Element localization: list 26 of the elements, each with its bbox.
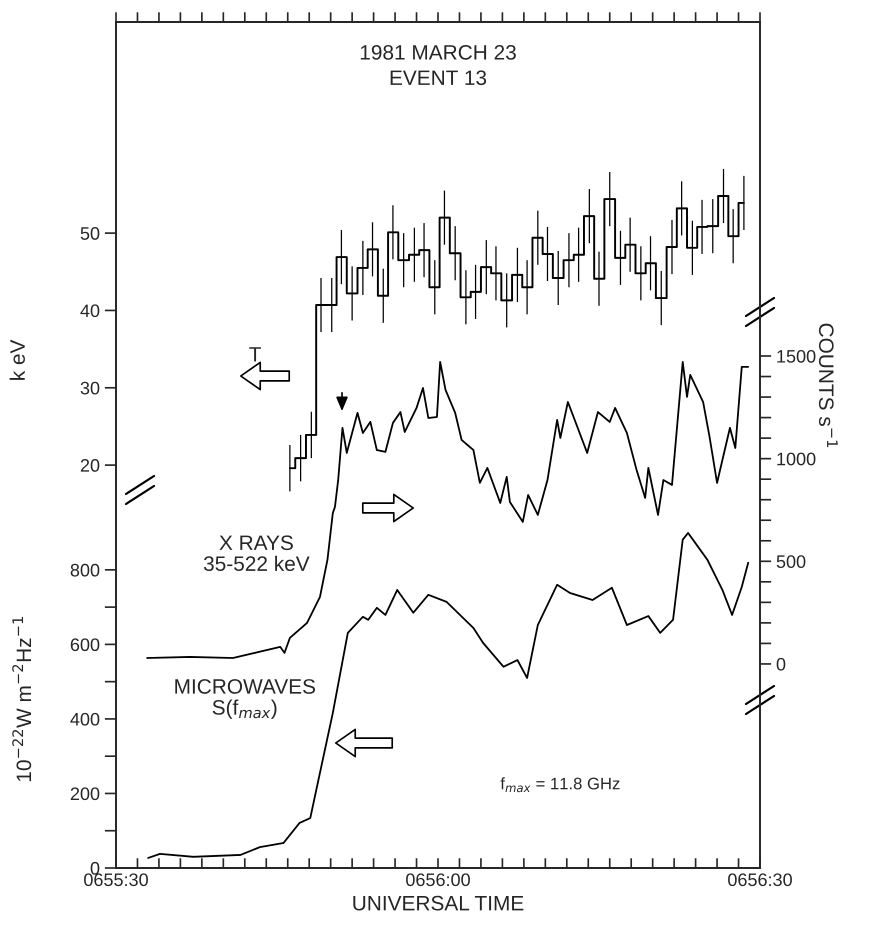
- x-tick-label: 0656:00: [406, 873, 470, 886]
- y3-tick-label: 50: [80, 227, 100, 240]
- y2-tick-label: 500: [776, 555, 806, 568]
- y-tick-label: 200: [70, 787, 100, 800]
- y-axis-title: 10$^{−22}$W m$^{−2}$Hz$^{−1}$: [12, 617, 32, 782]
- y3-axis-title: k eV: [10, 340, 25, 380]
- x-tick-label: 0655:30: [84, 873, 148, 886]
- text: T: [249, 347, 261, 362]
- y3-tick-label: 20: [80, 459, 100, 472]
- text: EVENT 13: [390, 70, 486, 86]
- x-tick-label: 0656:30: [728, 873, 792, 886]
- y3-tick-label: 30: [80, 382, 100, 394]
- x-axis-title: UNIVERSAL TIME: [353, 896, 524, 911]
- series-label: MICROWAVES S(f$_{max}$): [175, 679, 316, 719]
- series-label: X RAYS 35-522 keV: [204, 535, 310, 572]
- y2-tick-label: 0: [776, 658, 786, 671]
- y-tick-label: 600: [70, 638, 100, 652]
- y2-axis-title: COUNTS s$^{−1}$: [818, 324, 838, 448]
- y2-tick-label: 1000: [777, 452, 816, 466]
- text: 1981 MARCH 23: [360, 44, 516, 60]
- annotation: f$_{max}$ = 11.8 GHz: [500, 777, 620, 792]
- y-tick-label: 800: [70, 564, 100, 577]
- y-tick-label: 0: [90, 862, 100, 875]
- y2-tick-label: 1500: [777, 350, 816, 363]
- y-tick-label: 400: [70, 712, 100, 726]
- y3-tick-label: 40: [80, 304, 100, 318]
